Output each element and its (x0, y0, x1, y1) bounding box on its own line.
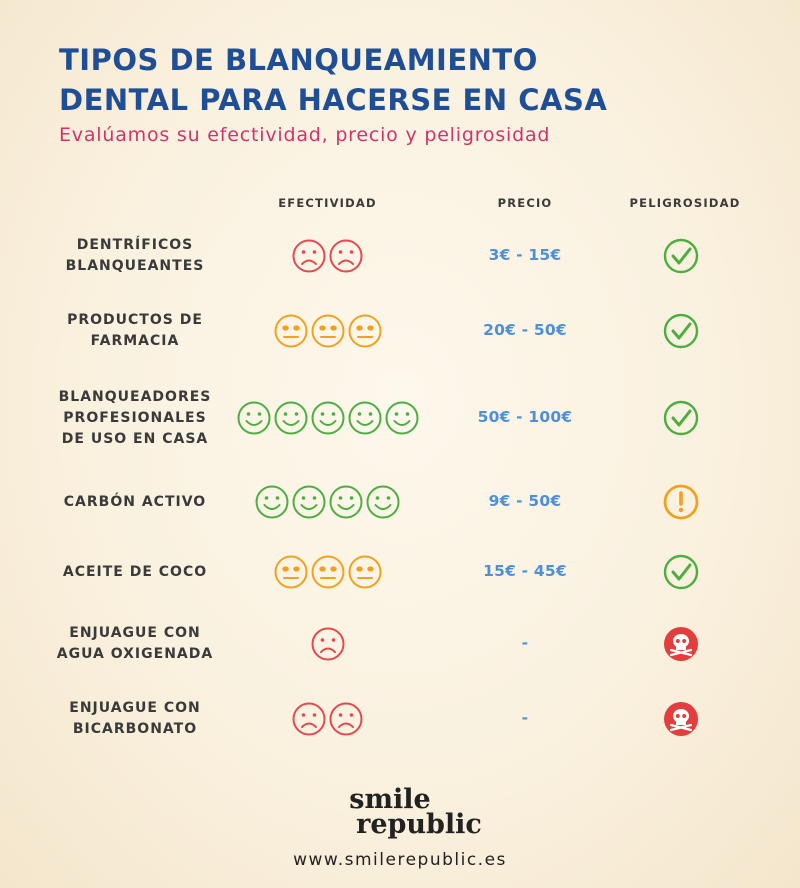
sad-face-icon (311, 627, 344, 661)
row-label-line: FARMACIA (90, 333, 180, 349)
column-header-price: PRECIO (497, 196, 553, 210)
price-range: 20€ - 50€ (483, 321, 567, 339)
effectiveness-rating (235, 554, 420, 590)
column-header-effectiveness: EFECTIVIDAD (278, 196, 377, 210)
title-line-2: DENTAL PARA HACERSE EN CASA (59, 83, 608, 117)
safe-check-icon (663, 400, 699, 436)
happy-face-icon (366, 485, 400, 519)
warning-icon (663, 484, 699, 520)
happy-face-icon (274, 401, 307, 435)
page-title: TIPOS DE BLANQUEAMIENTO DENTAL PARA HACE… (59, 40, 759, 120)
neutral-face-icon (311, 555, 344, 589)
row-label-line: BLANQUEADORES (58, 388, 212, 405)
safe-check-icon (663, 238, 699, 274)
happy-face-icon (255, 485, 289, 519)
website-url[interactable]: www.smilerepublic.es (293, 850, 507, 870)
price-range: - (521, 634, 529, 652)
skull-icon (664, 627, 698, 661)
neutral-face-icon (274, 314, 307, 348)
safe-check-icon (663, 554, 699, 590)
brand-logo: smile republic (0, 784, 800, 840)
row-label-line: PROFESIONALES (63, 409, 207, 426)
row-label-line: BLANQUEANTES (65, 258, 205, 274)
row-label: BLANQUEADORES PROFESIONALES DE USO EN CASA (40, 387, 230, 450)
skull-icon (664, 702, 698, 736)
neutral-face-icon (348, 555, 381, 589)
sad-face-icon (329, 239, 363, 273)
happy-face-icon (329, 485, 363, 519)
price-range: 9€ - 50€ (488, 492, 562, 510)
price-range: 15€ - 45€ (483, 562, 567, 580)
price-range: 3€ - 15€ (488, 246, 562, 264)
row-label-line: AGUA OXIGENADA (56, 646, 214, 662)
sad-face-icon (329, 702, 363, 736)
effectiveness-rating (235, 313, 420, 349)
neutral-face-icon (311, 314, 344, 348)
happy-face-icon (385, 401, 418, 435)
effectiveness-rating (235, 701, 420, 737)
sad-face-icon (292, 239, 326, 273)
row-label-line: DENTRÍFICOS (76, 237, 194, 253)
row-label-line: BICARBONATO (72, 721, 198, 737)
row-label: CARBÓN ACTIVO (40, 492, 230, 513)
row-label: ACEITE DE COCO (40, 562, 230, 583)
happy-face-icon (348, 401, 381, 435)
row-label-line: PRODUCTOS DE (67, 312, 203, 328)
row-label-line: DE USO EN CASA (61, 430, 209, 447)
happy-face-icon (237, 401, 270, 435)
effectiveness-rating (235, 626, 420, 662)
effectiveness-rating (235, 400, 420, 436)
row-label-line: ENJUAGUE CON (69, 625, 201, 641)
row-label-line: CARBÓN ACTIVO (63, 493, 207, 510)
price-range: - (521, 709, 529, 727)
safe-check-icon (663, 313, 699, 349)
row-label: ENJUAGUE CON BICARBONATO (40, 698, 230, 740)
happy-face-icon (292, 485, 326, 519)
neutral-face-icon (348, 314, 381, 348)
row-label: PRODUCTOS DE FARMACIA (40, 310, 230, 352)
row-label: DENTRÍFICOS BLANQUEANTES (40, 235, 230, 277)
neutral-face-icon (274, 555, 307, 589)
title-line-1: TIPOS DE BLANQUEAMIENTO (59, 43, 538, 77)
price-range: 50€ - 100€ (477, 408, 573, 426)
happy-face-icon (311, 401, 344, 435)
page-subtitle: Evalúamos su efectividad, precio y pelig… (59, 124, 551, 146)
column-header-danger: PELIGROSIDAD (629, 196, 741, 210)
effectiveness-rating (235, 484, 420, 520)
sad-face-icon (292, 702, 326, 736)
row-label-line: ACEITE DE COCO (62, 563, 208, 580)
row-label-line: ENJUAGUE CON (69, 700, 201, 716)
logo-line-2: republic (356, 809, 482, 840)
effectiveness-rating (235, 238, 420, 274)
row-label: ENJUAGUE CON AGUA OXIGENADA (40, 623, 230, 665)
logo-line-1: smile (349, 784, 431, 815)
